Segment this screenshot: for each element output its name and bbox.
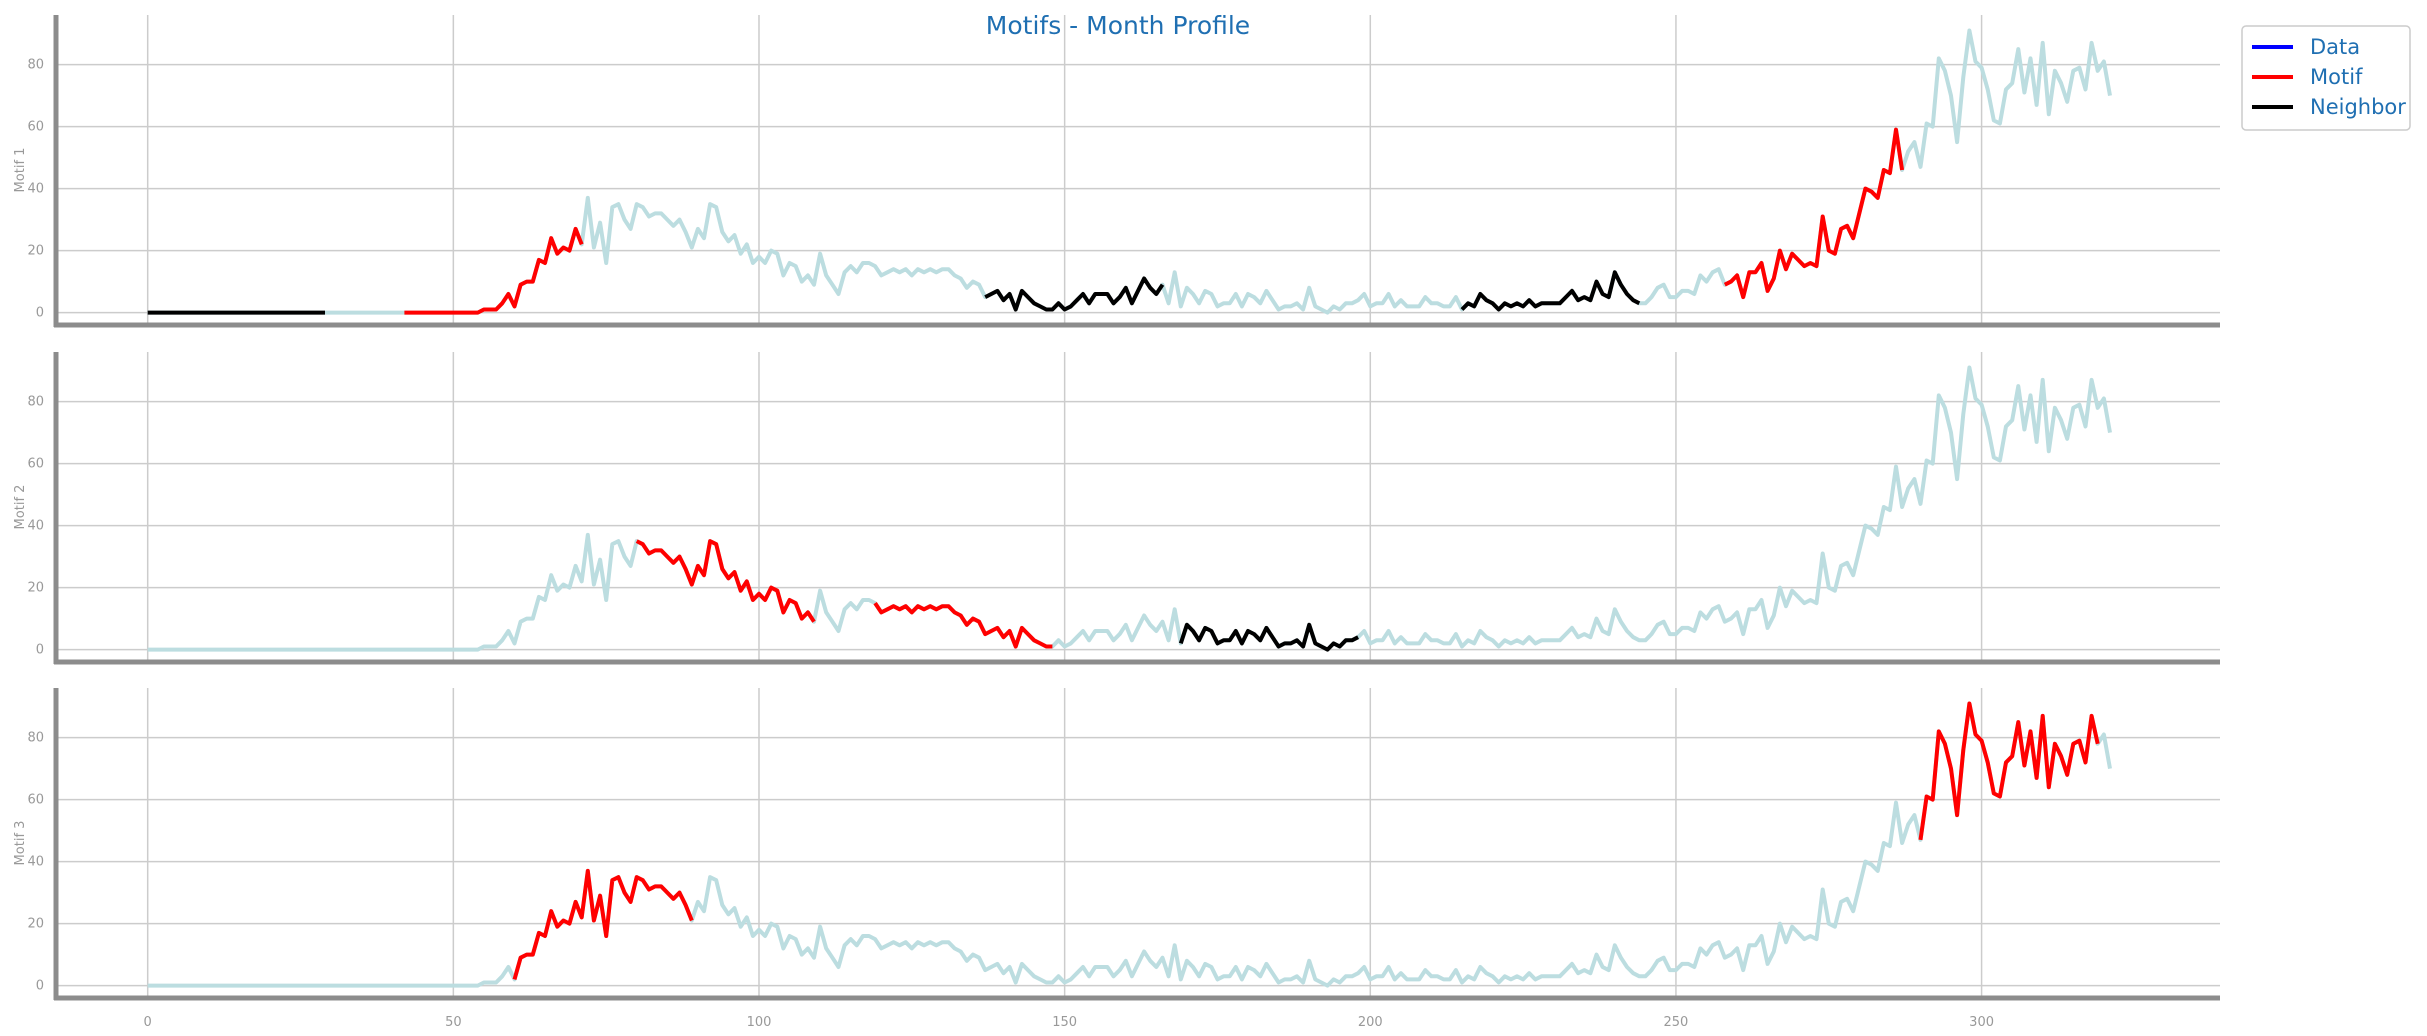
legend-box [2241, 25, 2411, 131]
y-tick-label: 60 [27, 120, 44, 135]
y-tick-label: 20 [27, 244, 44, 259]
data-series-line [147, 28, 2112, 315]
legend-entry-label: Neighbor [2310, 95, 2406, 119]
y-tick-label: 80 [27, 58, 44, 73]
y-tick-label: 80 [27, 731, 44, 746]
panel-2: 0 20 40 60 80 Motif 2 [13, 352, 2220, 665]
motif-segment [404, 226, 584, 315]
y-axis-label: Motif 2 [13, 485, 28, 530]
y-tick-label: 40 [27, 519, 44, 534]
y-tick-label: 60 [27, 793, 44, 808]
motif-segment [635, 539, 816, 623]
data-series-line [147, 701, 2112, 988]
panel-1: 0 20 40 60 80 Motif 1 [13, 15, 2220, 328]
panel-3: 0 20 40 60 80 Motif 3 0 50 100 150 200 250 300 [13, 688, 2220, 1030]
neighbor-segment [984, 276, 1165, 312]
motif-segment [1723, 127, 1905, 300]
y-tick-label: 60 [27, 457, 44, 472]
x-tick-label: 200 [1358, 1015, 1383, 1030]
y-tick-label: 0 [36, 643, 44, 658]
y-tick-label: 0 [36, 306, 44, 321]
panels: 0 20 40 60 80 Motif 1 0 20 40 60 80 Motif 2 0 20 40 60 8… [13, 15, 2220, 1030]
x-tick-label: 100 [747, 1015, 772, 1030]
y-tick-label: 0 [36, 979, 44, 994]
neighbor-segment [1178, 622, 1360, 652]
legend-entry-label: Data [2310, 35, 2360, 59]
legend-entry-label: Motif [2310, 65, 2363, 89]
y-axis-label: Motif 3 [13, 821, 28, 866]
data-series-line [147, 365, 2112, 652]
y-tick-label: 20 [27, 917, 44, 932]
motif-segment [1918, 701, 2100, 841]
motif-segment [512, 868, 694, 980]
y-axis-label: Motif 1 [13, 148, 28, 193]
chart-title: Motifs - Month Profile [986, 11, 1250, 40]
y-tick-label: 40 [27, 182, 44, 197]
legend: Data Motif Neighbor [2241, 25, 2411, 131]
y-tick-label: 80 [27, 395, 44, 410]
x-tick-label: 150 [1052, 1015, 1077, 1030]
x-tick-label: 250 [1664, 1015, 1689, 1030]
y-tick-label: 40 [27, 855, 44, 870]
x-tick-label: 0 [144, 1015, 152, 1030]
x-tick-label: 50 [445, 1015, 462, 1030]
motif-segment [873, 601, 1053, 649]
neighbor-segment [1460, 270, 1641, 312]
x-tick-label: 300 [1969, 1015, 1994, 1030]
y-tick-label: 20 [27, 581, 44, 596]
